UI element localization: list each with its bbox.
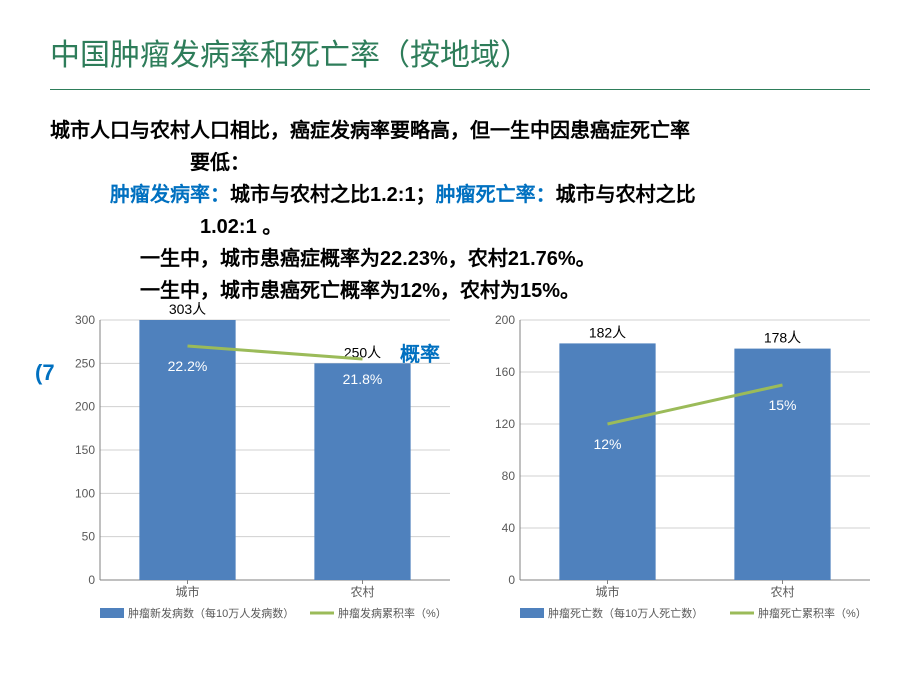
svg-text:15%: 15% <box>768 397 796 413</box>
svg-text:160: 160 <box>495 365 515 379</box>
svg-text:182人: 182人 <box>589 324 626 340</box>
chart-left: 050100150200250300303人22.2%城市250人21.8%农村… <box>60 300 460 650</box>
svg-text:肿瘤新发病数（每10万人发病数）: 肿瘤新发病数（每10万人发病数） <box>128 606 294 620</box>
svg-text:肿瘤发病累积率（%）: 肿瘤发病累积率（%） <box>338 606 447 620</box>
svg-text:200: 200 <box>75 400 95 414</box>
body-line-1: 城市人口与农村人口相比，癌症发病率要略高，但一生中因患癌症死亡率 <box>50 115 870 147</box>
mortality-value: 城市与农村之比 <box>556 184 696 206</box>
svg-text:120: 120 <box>495 417 515 431</box>
svg-text:150: 150 <box>75 443 95 457</box>
body-line-2: 要低： <box>50 147 870 179</box>
chart-left-svg: 050100150200250300303人22.2%城市250人21.8%农村… <box>60 300 460 650</box>
svg-text:178人: 178人 <box>764 330 801 346</box>
incidence-label: 肿瘤发病率： <box>110 184 230 206</box>
svg-text:80: 80 <box>502 469 516 483</box>
svg-text:肿瘤死亡数（每10万人死亡数）: 肿瘤死亡数（每10万人死亡数） <box>548 606 703 620</box>
svg-text:100: 100 <box>75 486 95 500</box>
body-line-5: 一生中，城市患癌症概率为22.23%，农村21.76%。 <box>50 243 870 275</box>
charts-container: 050100150200250300303人22.2%城市250人21.8%农村… <box>60 300 880 650</box>
body-line-3: 肿瘤发病率：城市与农村之比1.2:1；肿瘤死亡率：城市与农村之比 <box>50 179 870 211</box>
slide-container: 中国肿瘤发病率和死亡率（按地域） 城市人口与农村人口相比，癌症发病率要略高，但一… <box>0 0 920 690</box>
svg-text:肿瘤死亡累积率（%）: 肿瘤死亡累积率（%） <box>758 606 867 620</box>
svg-text:0: 0 <box>88 573 95 587</box>
svg-text:12%: 12% <box>593 436 621 452</box>
svg-text:303人: 303人 <box>169 301 206 317</box>
chart-right-svg: 0 40 80 120 160 200 182人 12% 城市 178人 15% 农村肿瘤死亡数（每1… <box>480 300 880 650</box>
body-line-4: 1.02:1 。 <box>50 211 870 243</box>
svg-text:21.8%: 21.8% <box>343 371 383 387</box>
svg-text:250: 250 <box>75 356 95 370</box>
svg-text:200: 200 <box>495 313 515 327</box>
mortality-label: 肿瘤死亡率： <box>436 184 556 206</box>
chart-right: 0 40 80 120 160 200 182人 12% 城市 178人 15% 农村肿瘤死亡数（每1… <box>480 300 880 650</box>
svg-text:农村: 农村 <box>770 585 794 599</box>
svg-text:40: 40 <box>502 521 516 535</box>
partial-label-7: (7 <box>35 360 55 386</box>
svg-text:0: 0 <box>508 573 515 587</box>
svg-text:农村: 农村 <box>350 585 374 599</box>
svg-text:城市: 城市 <box>175 584 199 599</box>
svg-text:22.2%: 22.2% <box>168 358 208 374</box>
svg-text:300: 300 <box>75 313 95 327</box>
svg-text:50: 50 <box>82 530 96 544</box>
svg-text:城市: 城市 <box>595 584 619 599</box>
slide-title: 中国肿瘤发病率和死亡率（按地域） <box>50 30 870 74</box>
incidence-value: 城市与农村之比1.2:1； <box>230 184 436 206</box>
title-underline <box>50 89 870 90</box>
